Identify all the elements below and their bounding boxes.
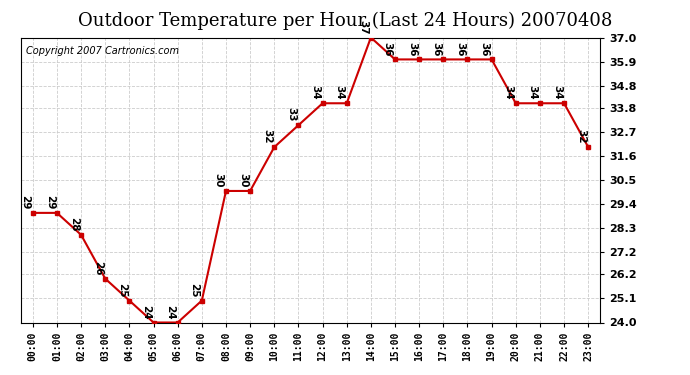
Text: 36: 36 (431, 42, 441, 56)
Text: 28: 28 (69, 217, 79, 231)
Text: 36: 36 (480, 42, 489, 56)
Text: 25: 25 (117, 283, 127, 297)
Text: 36: 36 (407, 42, 417, 56)
Text: 32: 32 (262, 129, 272, 144)
Text: 29: 29 (45, 195, 55, 210)
Text: 30: 30 (214, 173, 224, 188)
Text: 26: 26 (93, 261, 103, 275)
Text: 34: 34 (504, 86, 513, 100)
Text: 36: 36 (455, 42, 465, 56)
Text: 29: 29 (21, 195, 30, 210)
Text: 25: 25 (190, 283, 199, 297)
Text: 32: 32 (576, 129, 586, 144)
Text: 33: 33 (286, 107, 296, 122)
Text: 37: 37 (359, 20, 368, 34)
Text: Copyright 2007 Cartronics.com: Copyright 2007 Cartronics.com (26, 46, 179, 56)
Text: Outdoor Temperature per Hour (Last 24 Hours) 20070408: Outdoor Temperature per Hour (Last 24 Ho… (78, 11, 612, 30)
Text: 34: 34 (335, 86, 344, 100)
Text: 24: 24 (166, 304, 175, 319)
Text: 36: 36 (383, 42, 393, 56)
Text: 34: 34 (552, 86, 562, 100)
Text: 24: 24 (141, 304, 151, 319)
Text: 34: 34 (310, 86, 320, 100)
Text: 34: 34 (528, 86, 538, 100)
Text: 30: 30 (238, 173, 248, 188)
